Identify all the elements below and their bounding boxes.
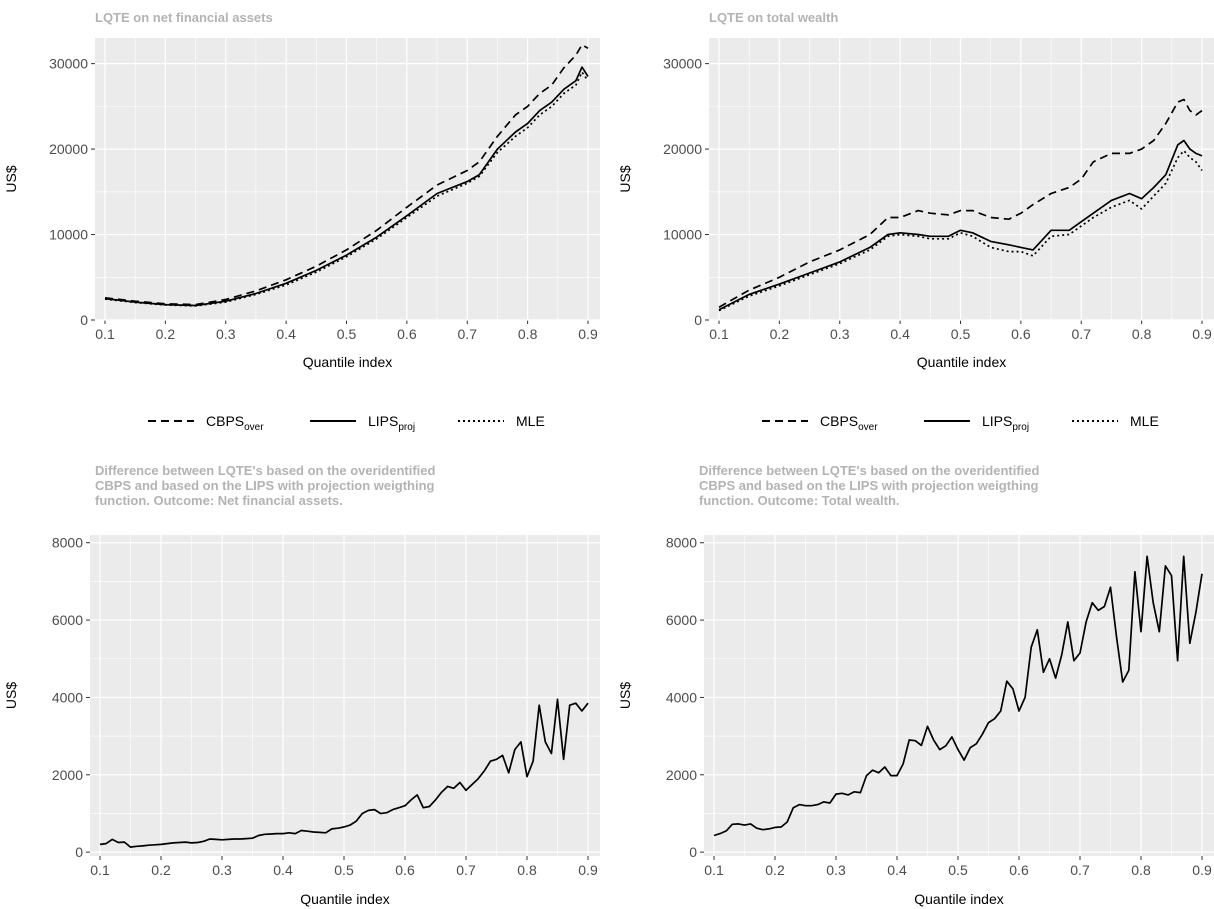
series-line-cbps-over	[718, 98, 1203, 308]
x-tick-label: 0.8	[517, 862, 537, 878]
x-axis-label: Quantile index	[303, 354, 393, 370]
y-tick-label: 4000	[666, 689, 697, 705]
plot-background	[90, 535, 600, 856]
x-tick-label: 0.8	[1131, 862, 1151, 878]
y-tick-label: 30000	[663, 56, 702, 72]
y-tick-label: 2000	[666, 767, 697, 783]
x-tick-label: 0.4	[890, 326, 910, 342]
x-tick-label: 0.3	[830, 326, 850, 342]
legend-2: CBPSover LIPSproj MLE	[762, 413, 1159, 433]
x-tick-label: 0.6	[1011, 326, 1031, 342]
series-line-mle	[104, 71, 589, 307]
x-tick-label: 0.1	[704, 862, 724, 878]
y-tick-label: 20000	[49, 141, 88, 157]
legend-label-lips: LIPSproj	[982, 413, 1029, 433]
legend-label-cbps: CBPSover	[206, 413, 264, 433]
series-line-cbps-over	[104, 43, 589, 306]
y-axis-label: US$	[3, 165, 19, 192]
y-axis-label: US$	[617, 165, 633, 192]
y-tick-label: 10000	[663, 227, 702, 243]
x-tick-label: 0.9	[578, 326, 598, 342]
x-tick-label: 0.3	[826, 862, 846, 878]
x-tick-label: 0.6	[1009, 862, 1029, 878]
x-tick-label: 0.1	[95, 326, 115, 342]
y-tick-label: 0	[689, 844, 697, 860]
x-tick-label: 0.3	[212, 862, 232, 878]
x-tick-label: 0.6	[395, 862, 415, 878]
y-tick-label: 0	[694, 312, 702, 328]
series-line-mle	[718, 149, 1203, 312]
y-axis-label: US$	[3, 682, 19, 709]
chart-title: LQTE on total wealth	[709, 10, 838, 25]
y-tick-label: 2000	[52, 767, 83, 783]
chart-title: function. Outcome: Total wealth.	[699, 493, 900, 508]
x-tick-label: 0.9	[578, 862, 598, 878]
x-axis-label: Quantile index	[914, 891, 1004, 907]
x-tick-label: 0.5	[337, 326, 357, 342]
chart-title: CBPS and based on the LIPS with projecti…	[699, 478, 1039, 493]
y-tick-label: 0	[80, 312, 88, 328]
x-tick-label: 0.7	[456, 862, 476, 878]
plot-background	[704, 535, 1214, 856]
y-tick-label: 8000	[666, 535, 697, 551]
x-tick-label: 0.5	[948, 862, 968, 878]
plot-background	[709, 38, 1214, 320]
x-tick-label: 0.5	[951, 326, 971, 342]
x-tick-label: 0.5	[334, 862, 354, 878]
x-axis-label: Quantile index	[917, 354, 1007, 370]
chart-panel-1: LQTE on net financial assets 0.1 0.2 0.3 0.4…	[3, 10, 600, 370]
x-tick-label: 0.7	[1072, 326, 1092, 342]
x-tick-label: 0.2	[156, 326, 176, 342]
x-tick-label: 0.2	[770, 326, 790, 342]
x-tick-label: 0.4	[887, 862, 907, 878]
chart-panel-3: Difference between LQTE's based on the o…	[3, 463, 600, 907]
chart-title: LQTE on net financial assets	[95, 10, 273, 25]
x-tick-label: 0.9	[1192, 326, 1212, 342]
y-tick-label: 4000	[52, 689, 83, 705]
legend-label-mle: MLE	[1130, 413, 1159, 429]
x-tick-label: 0.1	[90, 862, 110, 878]
x-tick-label: 0.3	[216, 326, 236, 342]
x-tick-label: 0.7	[458, 326, 478, 342]
y-tick-label: 20000	[663, 141, 702, 157]
legend-label-cbps: CBPSover	[820, 413, 878, 433]
x-tick-label: 0.2	[151, 862, 171, 878]
x-tick-label: 0.2	[765, 862, 785, 878]
chart-title: Difference between LQTE's based on the o…	[699, 463, 1039, 478]
legend-label-lips: LIPSproj	[368, 413, 415, 433]
legend-1: CBPSover LIPSproj MLE	[148, 413, 545, 433]
chart-panel-4: Difference between LQTE's based on the o…	[617, 463, 1214, 907]
x-tick-label: 0.4	[273, 862, 293, 878]
x-tick-label: 0.6	[397, 326, 417, 342]
chart-title: CBPS and based on the LIPS with projecti…	[95, 478, 435, 493]
x-tick-label: 0.1	[709, 326, 729, 342]
y-tick-label: 0	[75, 844, 83, 860]
x-tick-label: 0.7	[1070, 862, 1090, 878]
x-axis-label: Quantile index	[300, 891, 390, 907]
x-tick-label: 0.4	[276, 326, 296, 342]
x-tick-label: 0.9	[1192, 862, 1212, 878]
y-axis-label: US$	[617, 682, 633, 709]
series-line-difference	[99, 698, 589, 848]
y-tick-label: 6000	[52, 612, 83, 628]
legend-label-mle: MLE	[516, 413, 545, 429]
y-tick-label: 30000	[49, 56, 88, 72]
series-line-difference	[713, 555, 1203, 837]
y-tick-label: 10000	[49, 227, 88, 243]
chart-panel-2: LQTE on total wealth 0.1 0.2 0.3 0.4 0.5 0.6 0.…	[617, 10, 1214, 370]
x-tick-label: 0.8	[518, 326, 538, 342]
y-tick-label: 8000	[52, 535, 83, 551]
chart-title: function. Outcome: Net financial assets.	[95, 493, 343, 508]
series-line-lips-proj	[718, 139, 1203, 311]
x-tick-label: 0.8	[1132, 326, 1152, 342]
chart-title: Difference between LQTE's based on the o…	[95, 463, 435, 478]
plot-background	[95, 38, 600, 320]
y-tick-label: 6000	[666, 612, 697, 628]
